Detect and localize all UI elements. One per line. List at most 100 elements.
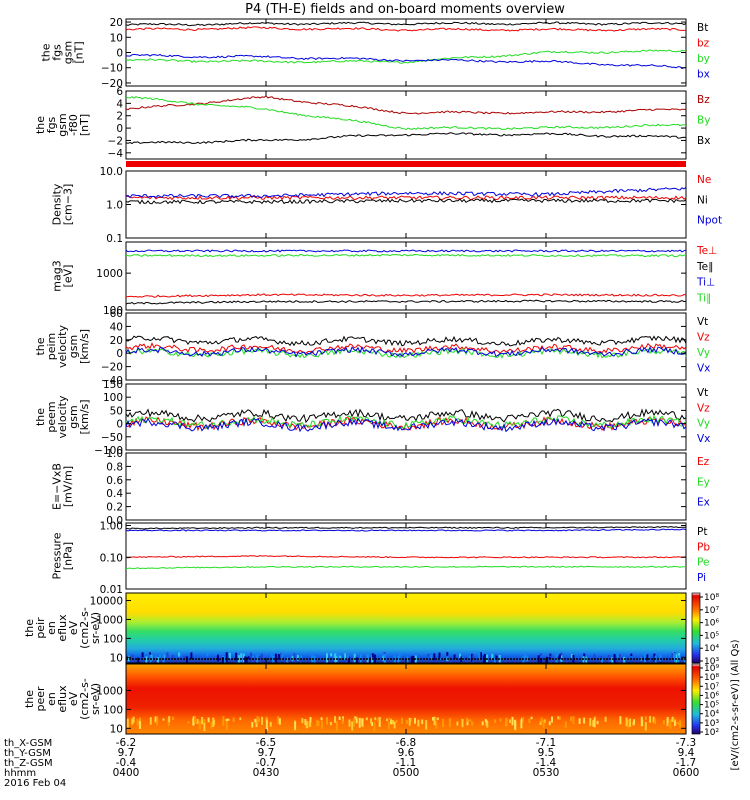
spectrogram-cell <box>491 656 494 665</box>
spectrogram-cell <box>278 718 281 725</box>
y-tick-label: −10 <box>101 63 123 75</box>
spectrogram-cell <box>505 717 508 725</box>
spectrogram-cell <box>127 655 130 662</box>
spectrogram-cell <box>136 719 139 726</box>
spectrogram-cell <box>217 654 219 662</box>
series-line <box>125 528 687 532</box>
spectrogram-cell <box>294 720 296 723</box>
spectrogram-cell <box>309 720 312 727</box>
legend-entry: Pi <box>697 572 706 584</box>
y-axis-label: eV <box>67 691 80 706</box>
spectrogram-cell <box>397 656 400 665</box>
spectrogram-cell <box>607 654 610 663</box>
spectrogram-cell <box>265 717 268 722</box>
series-line <box>125 555 687 559</box>
spectrogram-image <box>126 593 686 663</box>
legend-entry: Vt <box>697 316 708 328</box>
spectrogram-cell <box>353 718 356 727</box>
y-axis-label: [nT] <box>73 41 86 63</box>
y-axis-label: velocity <box>56 325 69 368</box>
spectrogram-cell <box>471 721 474 726</box>
spectrogram-cell <box>673 719 676 727</box>
spectrogram-cell <box>313 655 316 664</box>
spectrogram-cell <box>389 717 392 720</box>
y-axis-label: the <box>34 116 47 134</box>
y-tick-label: 0.6 <box>106 475 123 487</box>
legend-entry: bz <box>697 38 710 50</box>
series-line <box>125 299 687 305</box>
spectrogram-cell <box>456 721 459 726</box>
y-axis-label: eV <box>67 620 80 635</box>
y-axis-label: Pressure <box>51 532 64 579</box>
spectrogram-cell <box>592 720 595 727</box>
spectrogram-cell <box>484 718 487 723</box>
legend-entry: Npot <box>697 215 722 227</box>
spectrogram-cell <box>432 717 434 721</box>
spectrogram-cell <box>654 718 656 725</box>
footer-value: 9.5 <box>538 747 555 759</box>
spectrogram-cell <box>250 652 252 659</box>
spectrogram-cell <box>659 655 662 659</box>
panel-pressure: 1.00 0.10 0.01 Pt Pb Pe Pi Pressure[nPa] <box>51 521 711 596</box>
spectrogram-cell <box>358 717 361 728</box>
colorbar-tick-label: 10⁵ <box>704 631 719 641</box>
y-axis-label: en <box>45 692 58 706</box>
spectrogram-cell <box>355 716 358 719</box>
colorbar <box>691 592 701 664</box>
spectrogram-cell <box>281 653 284 660</box>
legend-entry: Vz <box>697 402 710 414</box>
spectrogram-cell <box>198 720 201 729</box>
spectrogram-cell <box>206 653 209 657</box>
spectrogram-cell <box>337 653 340 658</box>
colorbar-tick-label: 10⁹ <box>704 664 719 674</box>
y-tick-label: 150 <box>103 379 123 391</box>
y-axis-label: eflux <box>56 685 69 713</box>
spectrogram-cell <box>294 721 297 731</box>
spectrogram-cell <box>254 718 257 723</box>
spectrogram-cell <box>448 718 451 727</box>
legend-entry: Bx <box>697 135 710 147</box>
footer-value: 0400 <box>113 767 140 779</box>
spectrogram-cell <box>265 720 268 731</box>
spectrogram-cell <box>514 720 517 731</box>
legend-entry: Ex <box>697 497 710 509</box>
spectrogram-cell <box>203 721 206 732</box>
spectrogram-cell <box>526 655 529 662</box>
spectrogram-cell <box>520 719 523 729</box>
spectrogram-cell <box>460 656 463 662</box>
series-line <box>125 417 687 433</box>
colorbar-tick-label: 10⁶ <box>704 691 719 701</box>
spectrogram-cell <box>540 658 543 667</box>
spectrogram-cell <box>240 653 243 662</box>
y-axis-label: the <box>34 408 47 426</box>
spectrogram-cell <box>478 652 481 660</box>
spectrogram-cell <box>461 718 464 728</box>
spectrogram-cell <box>261 716 264 725</box>
panel-density: 10.0 1.0 0.1 Ne Ni Npot Density[cm−3] <box>51 166 723 245</box>
spectrogram-cell <box>355 657 358 664</box>
spectrogram-cell <box>578 718 581 724</box>
spectrogram-cell <box>225 718 228 722</box>
y-tick-label: 100 <box>103 305 123 317</box>
spectrogram-cell <box>383 654 386 662</box>
spectrogram-cell <box>348 656 350 664</box>
spectrogram-cell <box>334 653 337 663</box>
spectrogram-cell <box>611 657 614 664</box>
series-line <box>125 408 687 424</box>
spectrogram-cell <box>481 721 484 726</box>
spectrogram-cell <box>141 652 144 658</box>
spectrogram-cell <box>583 717 586 724</box>
spectrogram-cell <box>436 717 439 720</box>
spectrogram-cell <box>239 657 242 664</box>
y-axis-label: gsm <box>67 405 80 428</box>
spectrogram-cell <box>433 716 436 726</box>
spectrogram-cell <box>210 721 213 730</box>
spectrogram-cell <box>493 656 496 664</box>
spectrogram-cell <box>406 656 409 664</box>
footer-value: -1.7 <box>676 757 697 769</box>
spectrogram-cell <box>228 652 231 659</box>
spectrogram-cell <box>593 654 596 661</box>
spectrogram-cell <box>355 718 358 724</box>
